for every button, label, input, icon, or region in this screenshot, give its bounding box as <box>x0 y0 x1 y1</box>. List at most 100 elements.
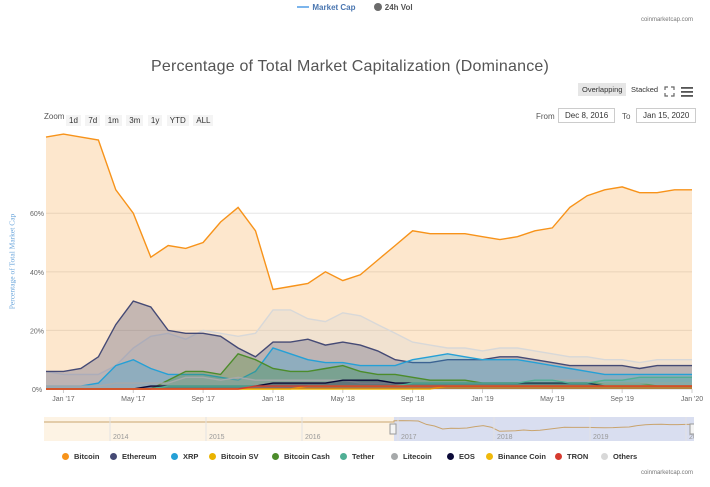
zoom-7d-button[interactable]: 7d <box>85 115 101 126</box>
legend-label: Bitcoin SV <box>221 452 259 461</box>
line-marker-icon <box>297 6 310 8</box>
navigator-year-label: 2017 <box>401 434 417 441</box>
x-tick-label: Jan '18 <box>262 396 284 403</box>
legend-label: TRON <box>567 452 589 461</box>
x-tick-label: May '17 <box>121 396 145 403</box>
navigator-year-label: 2016 <box>305 434 321 441</box>
others-line[interactable] <box>45 309 692 376</box>
legend-24h-vol-label: 24h Vol <box>384 3 413 12</box>
zoom-all-button[interactable]: ALL <box>193 115 214 126</box>
to-label: To <box>622 112 631 121</box>
others-area <box>46 309 692 389</box>
navigator-year-label: 2019 <box>593 434 609 441</box>
legend-dot-icon <box>209 453 216 460</box>
legend-item-others[interactable]: Others <box>601 452 637 461</box>
legend-dot-icon <box>555 453 562 460</box>
legend-label: EOS <box>459 452 475 461</box>
legend-dot-icon <box>62 453 69 460</box>
zoom-label: Zoom <box>44 112 65 121</box>
legend-item-ethereum[interactable]: Ethereum <box>110 452 157 461</box>
x-tick-label: May '18 <box>331 396 355 403</box>
legend-label: Litecoin <box>403 452 432 461</box>
y-axis-title: Percentage of Total Market Cap <box>7 213 17 310</box>
x-tick-label: Jan '19 <box>471 396 493 403</box>
top-legend: Market Cap 24h Vol <box>0 3 710 12</box>
navigator-background-area <box>44 417 394 441</box>
x-tick-label: Sep '19 <box>610 396 634 403</box>
zoom-3m-button[interactable]: 3m <box>126 115 144 126</box>
y-tick-label: 40% <box>30 270 44 277</box>
legend-dot-icon <box>110 453 117 460</box>
credit-top[interactable]: coinmarketcap.com <box>640 17 693 23</box>
overlapping-button[interactable]: Overlapping <box>578 83 627 96</box>
legend-item-tron[interactable]: TRON <box>555 452 588 461</box>
zoom-buttons: 1d 7d 1m 3m 1y YTD ALL <box>66 110 214 128</box>
legend-dot-icon <box>340 453 347 460</box>
legend-label: Bitcoin Cash <box>284 452 330 461</box>
legend-item-eos[interactable]: EOS <box>447 452 475 461</box>
credit-bottom[interactable]: coinmarketcap.com <box>640 470 693 476</box>
x-tick-label: Jan '17 <box>52 396 74 403</box>
navigator-left-handle[interactable] <box>389 423 397 435</box>
zoom-1d-button[interactable]: 1d <box>66 115 81 126</box>
legend-dot-icon <box>391 453 398 460</box>
zoom-1m-button[interactable]: 1m <box>104 115 122 126</box>
legend-item-bitcoin-sv[interactable]: Bitcoin SV <box>209 452 259 461</box>
legend-market-cap-label: Market Cap <box>312 3 356 12</box>
legend-item-tether[interactable]: Tether <box>340 452 374 461</box>
legend-label: Ethereum <box>122 452 157 461</box>
legend-label: Others <box>613 452 638 461</box>
tron-line[interactable] <box>46 385 692 390</box>
legend-item-bitcoin[interactable]: Bitcoin <box>62 452 99 461</box>
bitcoin-line[interactable] <box>45 133 692 291</box>
ethereum-area <box>46 301 692 389</box>
navigator-year-label: 2015 <box>209 434 225 441</box>
y-tick-label: 20% <box>30 328 44 335</box>
x-tick-label: Sep '18 <box>401 396 425 403</box>
y-tick-label: 60% <box>30 211 44 218</box>
legend-item-binance-coin[interactable]: Binance Coin <box>486 452 546 461</box>
legend-dot-icon <box>447 453 454 460</box>
x-tick-label: Sep '17 <box>191 396 215 403</box>
to-date-input[interactable]: Jan 15, 2020 <box>636 108 697 123</box>
y-tick-label: 0% <box>32 387 42 394</box>
bitcoin-area <box>46 134 692 389</box>
ethereum-line[interactable] <box>46 300 692 373</box>
from-label: From <box>536 112 555 121</box>
zoom-1y-button[interactable]: 1y <box>147 115 163 126</box>
bitcoin-cash-area <box>46 353 692 389</box>
legend-dot-icon <box>171 453 178 460</box>
stacked-button[interactable]: Stacked <box>631 85 659 94</box>
legend-dot-icon <box>601 453 608 460</box>
xrp-line[interactable] <box>46 347 692 387</box>
legend-item-xrp[interactable]: XRP <box>171 452 198 461</box>
navigator-right-handle[interactable] <box>689 423 694 435</box>
legend-label: Bitcoin <box>74 452 100 461</box>
xrp-area <box>46 348 692 389</box>
navigator-years: 2014 2015 2016 2017 2018 2019 20 <box>109 417 694 441</box>
y-axis-label-box: Percentage of Total Market Cap <box>4 210 20 320</box>
zoom-ytd-button[interactable]: YTD <box>166 115 189 126</box>
legend-market-cap[interactable]: Market Cap <box>297 3 356 12</box>
legend-label: Binance Coin <box>498 452 546 461</box>
navigator-year-label: 20 <box>689 434 694 441</box>
navigator-year-label: 2014 <box>113 434 129 441</box>
series-areas <box>45 133 692 390</box>
navigator[interactable]: 2014 2015 2016 2017 2018 2019 20 <box>44 417 694 441</box>
axis-labels: 0% 20% 40% 60% Jan '17 May '17 Sep '17 Jan '18 M… <box>30 211 703 403</box>
dot-marker-icon <box>373 3 382 11</box>
tron-area <box>46 386 692 389</box>
legend-item-litecoin[interactable]: Litecoin <box>391 452 432 461</box>
litecoin-line[interactable] <box>46 376 692 387</box>
from-date-input[interactable]: Dec 8, 2016 <box>558 108 616 123</box>
navigator-year-label: 2018 <box>497 434 513 441</box>
menu-icon[interactable] <box>681 84 693 102</box>
legend-label: XRP <box>183 452 199 461</box>
legend-item-bitcoin-cash[interactable]: Bitcoin Cash <box>272 452 330 461</box>
navigator-line <box>44 420 694 432</box>
legend-24h-vol[interactable]: 24h Vol <box>373 3 413 12</box>
bitcoin-sv-area <box>46 386 692 389</box>
navigator-selected-range[interactable] <box>394 417 694 441</box>
fullscreen-icon[interactable] <box>664 84 675 102</box>
